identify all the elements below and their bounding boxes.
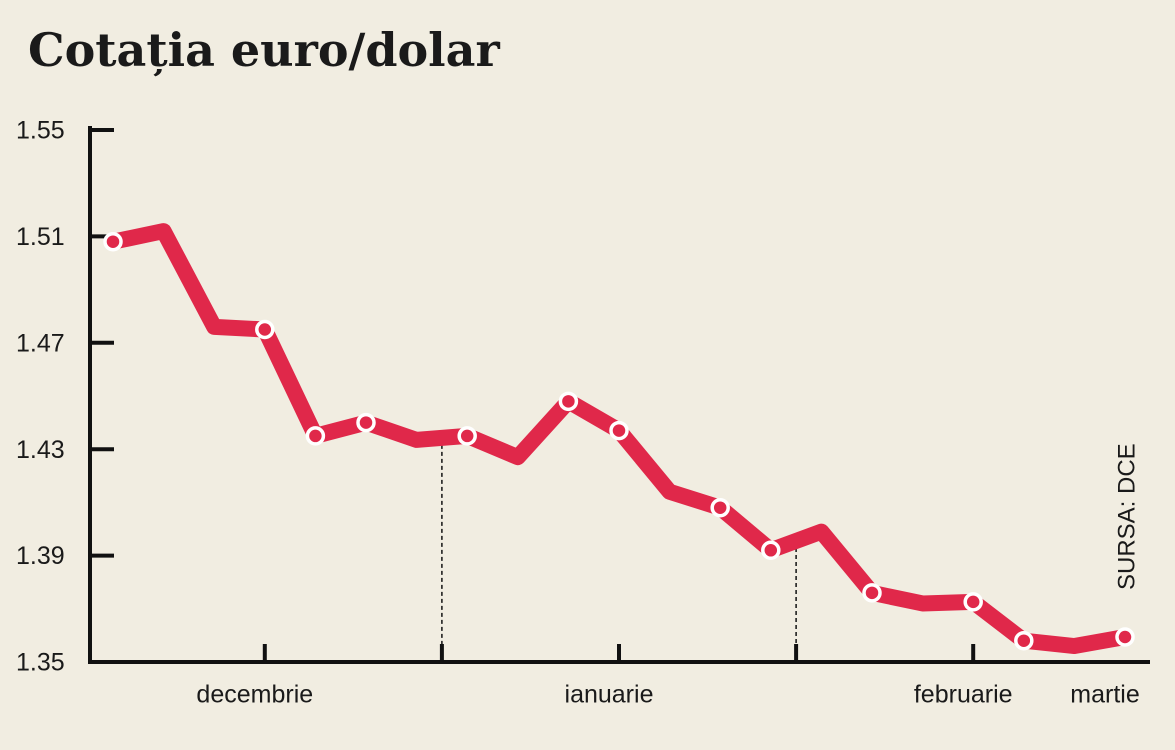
y-tick-label: 1.55 [16, 117, 65, 145]
data-point [255, 319, 275, 340]
y-tick-label: 1.35 [16, 649, 65, 677]
x-tick-label: martie [1070, 681, 1139, 709]
data-point [963, 592, 983, 612]
chart-title: Cotația euro/dolar [28, 23, 500, 77]
data-point [761, 540, 781, 561]
data-point [558, 391, 579, 412]
data-point [1115, 627, 1135, 647]
y-tick-label: 1.51 [16, 223, 65, 251]
y-tick-label: 1.39 [16, 542, 65, 570]
data-point [305, 426, 326, 446]
data-point [103, 231, 123, 252]
y-tick-label: 1.47 [16, 329, 65, 357]
data-point [710, 497, 730, 518]
data-point [609, 420, 629, 441]
data-point [457, 426, 477, 446]
x-tick-label: decembrie [196, 681, 313, 709]
y-tick-label: 1.43 [16, 436, 65, 464]
x-tick-label: februarie [914, 681, 1013, 709]
data-point [862, 583, 882, 603]
data-point [1014, 630, 1034, 651]
source-note: SURSA: DCE [1113, 443, 1140, 590]
x-tick-label: ianuarie [565, 681, 654, 709]
data-point [356, 412, 376, 433]
